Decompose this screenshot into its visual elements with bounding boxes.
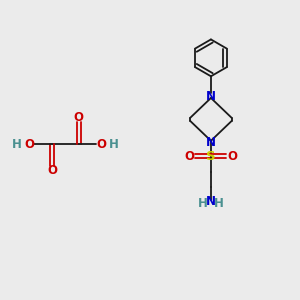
Text: N: N [206, 90, 216, 103]
Text: O: O [47, 164, 57, 177]
Text: O: O [74, 111, 84, 124]
Text: O: O [96, 138, 106, 151]
Text: H: H [12, 138, 22, 151]
Text: N: N [206, 136, 216, 149]
Text: H: H [198, 197, 208, 210]
Text: O: O [25, 138, 34, 151]
Text: H: H [214, 197, 224, 210]
Text: S: S [206, 150, 216, 163]
Text: N: N [206, 195, 216, 208]
Text: O: O [227, 150, 237, 163]
Text: O: O [184, 150, 194, 163]
Text: H: H [109, 138, 119, 151]
